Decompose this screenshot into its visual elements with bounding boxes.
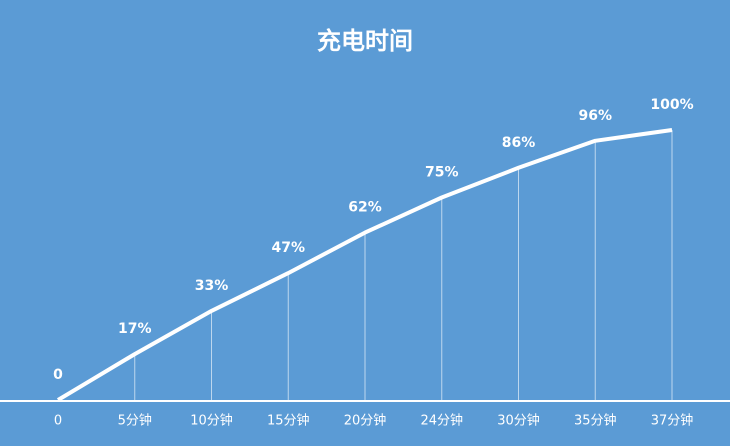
value-label: 96% <box>578 108 612 124</box>
value-label: 75% <box>425 165 459 181</box>
x-tick-label: 20分钟 <box>344 413 387 429</box>
x-tick-label: 0 <box>54 414 62 429</box>
value-label: 47% <box>271 240 305 256</box>
value-label: 33% <box>195 278 229 294</box>
x-tick-label: 24分钟 <box>420 413 463 429</box>
x-tick-label: 15分钟 <box>267 413 310 429</box>
chart-title: 充电时间 <box>317 27 413 55</box>
value-label: 100% <box>650 97 693 113</box>
x-tick-label: 5分钟 <box>118 413 152 429</box>
x-tick-label: 35分钟 <box>574 413 617 429</box>
value-label: 86% <box>502 135 536 151</box>
line <box>56 128 673 402</box>
value-label: 62% <box>348 200 382 216</box>
value-label: 17% <box>118 321 152 337</box>
x-tick-label: 37分钟 <box>651 413 694 429</box>
x-tick-label: 10分钟 <box>190 413 233 429</box>
value-label: 0 <box>53 367 63 383</box>
x-tick-label: 30分钟 <box>497 413 540 429</box>
